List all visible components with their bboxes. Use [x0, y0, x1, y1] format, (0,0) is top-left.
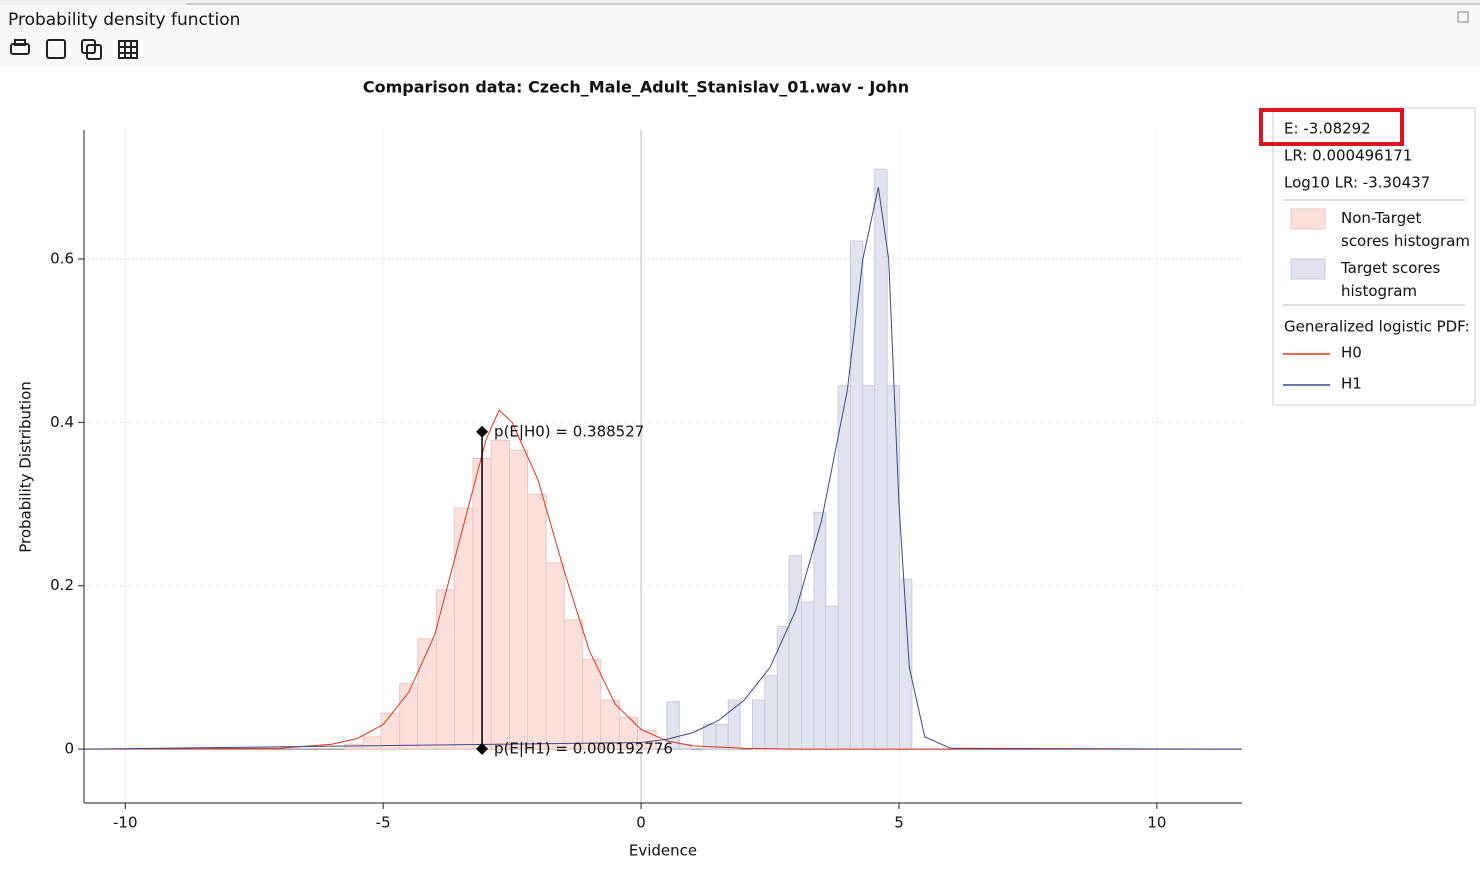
legend-label: H0 [1341, 344, 1362, 362]
y-tick-label: 0 [64, 740, 74, 758]
histogram-bar [825, 605, 839, 750]
histogram-bar [813, 511, 827, 750]
legend-curves-title: Generalized logistic PDF: [1284, 318, 1470, 336]
readout-e: E: -3.08292 [1284, 120, 1371, 138]
tab-strip [0, 0, 1480, 5]
pdf-curve [83, 409, 1242, 750]
x-tick-label: -10 [113, 814, 138, 832]
histogram-bar [886, 385, 901, 750]
x-tick-label: 0 [636, 814, 646, 832]
marker-label: p(E|H0) = 0.388527 [494, 422, 644, 440]
histogram-bar [453, 507, 474, 750]
histogram-bar [788, 555, 802, 750]
y-tick-label: 0.6 [50, 250, 74, 268]
x-axis-label: Evidence [629, 842, 697, 860]
print-icon-top [14, 39, 26, 46]
table-icon[interactable] [118, 40, 138, 59]
readout-log-lr: Log10 LR: -3.30437 [1284, 174, 1430, 192]
histogram-bar [702, 724, 717, 750]
histogram-bar [764, 675, 778, 750]
histogram-bar [490, 439, 511, 750]
histogram-bar [751, 699, 766, 750]
window-title: Probability density function [8, 10, 240, 30]
marker-label: p(E|H1) = 0.000192776 [494, 739, 673, 757]
toolbar [0, 5, 1480, 67]
histogram-bar [545, 562, 565, 750]
chart-title: Comparison data: Czech_Male_Adult_Stanis… [363, 78, 909, 97]
legend-box [1272, 107, 1476, 406]
copy-icon-front [86, 44, 102, 60]
highlight-box [1259, 108, 1404, 146]
legend-label: Target scores histogram [1341, 259, 1441, 300]
histogram-bar [380, 712, 401, 750]
histogram-bar [343, 743, 364, 750]
histogram-bar [563, 619, 584, 750]
histogram-bar [800, 601, 815, 750]
marker-point [476, 425, 489, 438]
histogram-bar [399, 683, 419, 750]
restore-button[interactable] [1457, 11, 1469, 23]
y-tick-label: 0.4 [50, 413, 74, 431]
histogram-bar [417, 638, 437, 750]
legend-swatch [1290, 258, 1326, 280]
marker-point [476, 742, 489, 755]
legend-swatch [1290, 208, 1326, 230]
x-tick-label: 5 [894, 814, 904, 832]
copy-icon[interactable] [81, 39, 96, 54]
histogram-bar [509, 449, 529, 750]
histogram-bar [849, 240, 864, 750]
histogram-bar [874, 168, 888, 750]
histogram-bar [435, 589, 455, 750]
histogram-bar [362, 736, 382, 750]
histogram-bar [727, 699, 741, 750]
histogram-bar [862, 385, 876, 750]
save-icon[interactable] [46, 39, 66, 59]
y-tick-label: 0.2 [50, 576, 74, 594]
histogram-bar [715, 724, 729, 750]
legend-label: Non-Target scores histogram [1341, 209, 1470, 250]
pdf-curve [83, 187, 1243, 750]
readout-lr: LR: 0.000496171 [1284, 147, 1412, 165]
legend-label: H1 [1341, 375, 1362, 393]
y-axis-label: Probability Distribution [17, 381, 35, 553]
histogram-bar [837, 385, 851, 750]
table-icon-grid [119, 41, 137, 58]
histogram-bar [527, 493, 547, 750]
x-tick-label: -5 [376, 814, 391, 832]
histogram-bar [776, 626, 790, 750]
histogram-bar [636, 729, 657, 750]
histogram-bar [582, 658, 602, 750]
x-tick-label: 10 [1147, 814, 1166, 832]
